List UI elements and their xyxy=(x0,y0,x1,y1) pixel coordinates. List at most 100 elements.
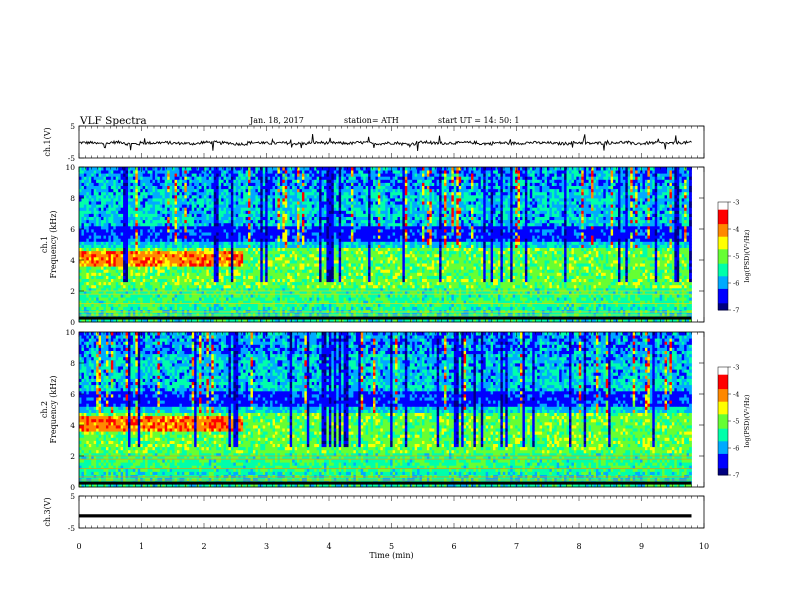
spectrogram-cell xyxy=(103,269,107,273)
spectrogram-cell xyxy=(137,306,141,310)
spectrogram-cell xyxy=(101,312,104,317)
spectrogram-cell xyxy=(279,207,283,211)
spectrogram-cell xyxy=(167,210,171,214)
spectrogram-cell xyxy=(304,241,308,245)
spectrogram-cell xyxy=(245,188,249,193)
spectrogram-cell xyxy=(201,194,205,199)
spectrogram-cell xyxy=(147,312,151,317)
spectrogram-cell xyxy=(125,306,129,310)
spectrogram-cell xyxy=(174,260,178,264)
spectrogram-cell xyxy=(105,269,109,273)
spectrogram-cell xyxy=(93,216,97,221)
spectrogram-cell xyxy=(96,191,99,196)
spectrogram-cell xyxy=(186,173,190,177)
spectrogram-cell xyxy=(218,219,222,224)
spectrogram-cell xyxy=(299,210,303,214)
spectrogram-cell xyxy=(194,198,197,202)
spectrogram-cell xyxy=(159,275,163,279)
spectrogram-cell xyxy=(120,170,124,174)
spectrogram-cell xyxy=(240,225,244,230)
spectrogram-cell xyxy=(301,272,305,276)
spectrogram-cell xyxy=(162,284,166,289)
spectrogram-cell xyxy=(194,291,197,295)
spectrogram-cell xyxy=(159,191,163,196)
spectrogram-cell xyxy=(267,260,271,264)
spectrogram-cell xyxy=(260,266,264,270)
spectrogram-cell xyxy=(282,303,286,307)
spectrogram-cell xyxy=(191,269,195,273)
spectrogram-cell xyxy=(272,260,276,264)
spectrogram-cell xyxy=(287,269,291,273)
spectrogram-cell xyxy=(154,213,158,217)
spectrogram-cell xyxy=(304,250,308,255)
spectrogram-cell xyxy=(230,167,234,171)
spectrogram-cell xyxy=(206,260,210,264)
spectrogram-cell xyxy=(201,229,205,233)
spectrogram-cell xyxy=(272,185,276,190)
spectrogram-cell xyxy=(81,284,85,289)
spectrogram-cell xyxy=(284,207,288,211)
spectrogram-cell xyxy=(118,222,122,227)
spectrogram-cell xyxy=(289,253,293,258)
spectrogram-cell xyxy=(255,269,259,273)
spectrogram-cell xyxy=(164,291,168,295)
spectrogram-cell xyxy=(108,260,112,264)
spectrogram-cell xyxy=(91,222,95,227)
spectrogram-cell xyxy=(174,201,178,205)
spectrogram-cell xyxy=(162,188,166,193)
spectrogram-cell xyxy=(83,232,87,236)
spectrogram-cell xyxy=(226,198,229,202)
spectrogram-cell xyxy=(304,225,308,230)
spectrogram-cell xyxy=(238,300,242,304)
spectrogram-cell xyxy=(162,266,166,270)
spectrogram-cell xyxy=(245,235,249,239)
spectrogram-cell xyxy=(306,278,310,283)
spectrogram-cell xyxy=(152,312,156,317)
spectrogram-cell xyxy=(279,291,283,295)
spectrogram-cell xyxy=(221,176,224,180)
spectrogram-cell xyxy=(226,256,229,261)
spectrogram-cell xyxy=(216,306,220,310)
spectrogram-cell xyxy=(297,300,300,304)
spectrogram-cell xyxy=(132,272,136,276)
spectrogram-cell xyxy=(132,167,136,171)
spectrogram-cell xyxy=(79,216,82,221)
spectrogram-cell xyxy=(213,247,217,252)
spectrogram-cell xyxy=(309,229,313,233)
spectrogram-cell xyxy=(174,213,178,217)
spectrogram-cell xyxy=(260,318,264,323)
spectrogram-cell xyxy=(113,188,117,193)
spectrogram-cell xyxy=(123,173,126,177)
spectrogram-cell xyxy=(208,247,212,252)
spectrogram-cell xyxy=(123,176,126,180)
spectrogram-cell xyxy=(93,213,97,217)
spectrogram-cell xyxy=(172,182,175,186)
spectrogram-cell xyxy=(184,213,188,217)
spectrogram-cell xyxy=(162,235,166,239)
spectrogram-cell xyxy=(96,232,99,236)
spectrogram-cell xyxy=(272,281,276,286)
spectrogram-cell xyxy=(245,318,249,323)
spectrogram-cell xyxy=(172,204,175,208)
spectrogram-cell xyxy=(267,176,271,180)
spectrogram-cell xyxy=(306,222,310,227)
spectrogram-cell xyxy=(287,275,291,279)
spectrogram-cell xyxy=(240,309,244,314)
spectrogram-cell xyxy=(272,309,276,314)
spectrogram-cell xyxy=(218,194,222,199)
spectrogram-cell xyxy=(243,213,246,217)
spectrogram-cell xyxy=(257,219,261,224)
spectrogram-cell xyxy=(245,213,249,217)
spectrogram-cell xyxy=(235,201,239,205)
spectrogram-cell xyxy=(213,272,217,276)
spectrogram-cell xyxy=(96,229,99,233)
spectrogram-cell xyxy=(179,204,183,208)
spectrogram-cell xyxy=(270,238,273,242)
spectrogram-cell xyxy=(123,213,126,217)
spectrogram-cell xyxy=(157,253,161,258)
spectrogram-cell xyxy=(191,191,195,196)
spectrogram-cell xyxy=(240,291,244,295)
spectrogram-cell xyxy=(110,238,114,242)
spectrogram-cell xyxy=(189,182,193,186)
spectrogram-cell xyxy=(103,188,107,193)
